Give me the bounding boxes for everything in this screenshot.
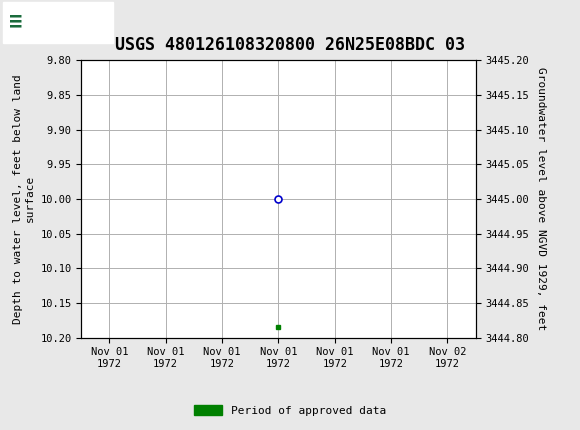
Text: USGS 480126108320800 26N25E08BDC 03: USGS 480126108320800 26N25E08BDC 03 — [115, 36, 465, 54]
Y-axis label: Groundwater level above NGVD 1929, feet: Groundwater level above NGVD 1929, feet — [536, 67, 546, 331]
Y-axis label: Depth to water level, feet below land
surface: Depth to water level, feet below land su… — [13, 74, 35, 324]
Legend: Period of approved data: Period of approved data — [190, 400, 390, 420]
Text: ≡: ≡ — [9, 12, 22, 32]
Text: USGS: USGS — [38, 14, 85, 29]
Bar — [3, 2, 113, 43]
